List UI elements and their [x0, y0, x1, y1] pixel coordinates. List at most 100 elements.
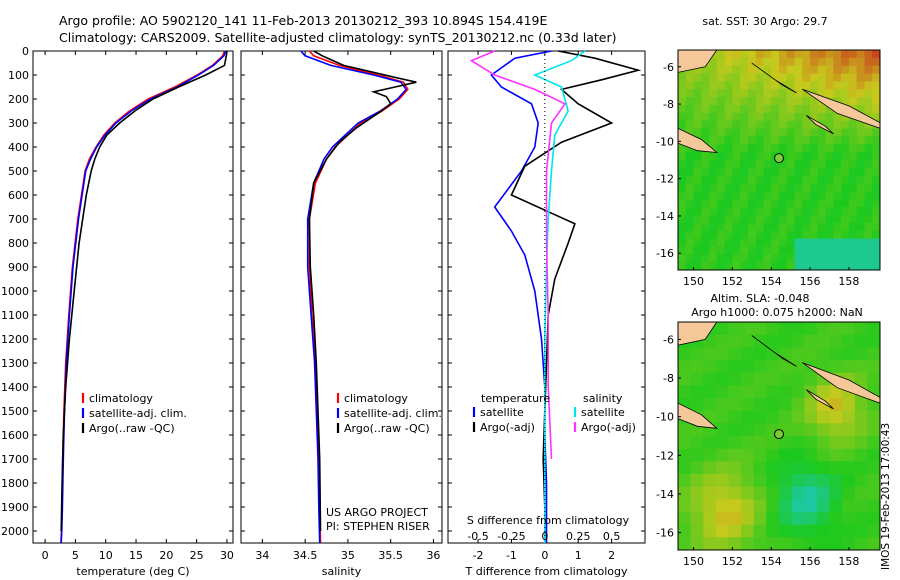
sst-map-cell — [724, 254, 733, 263]
y-tick-label: 900 — [8, 261, 29, 274]
sst-map-cell — [841, 65, 850, 75]
sst-map-cell — [732, 215, 741, 224]
sst-map-cell — [864, 50, 873, 59]
sla-map-y-tick-label: -12 — [656, 449, 674, 462]
sst-map-cell — [732, 175, 741, 185]
sst-map-cell — [825, 238, 834, 248]
sst-map-cell — [872, 89, 880, 98]
sst-map-cell — [794, 136, 803, 145]
sst-map-cell — [709, 191, 718, 200]
sla-map-cell — [690, 524, 704, 538]
sst-map-cell — [786, 128, 796, 138]
sla-map-y-tick-label: -6 — [663, 333, 674, 346]
sla-map-cell — [842, 398, 856, 412]
sla-map-cell — [804, 423, 818, 437]
sla-map-cell — [804, 322, 818, 336]
sla-map-cell — [728, 499, 742, 513]
sla-map-cell — [753, 474, 767, 488]
sla-map-cell — [728, 436, 742, 450]
sla-map-cell — [728, 486, 742, 500]
sst-map-cell — [825, 65, 834, 75]
sla-map-cell — [741, 436, 755, 450]
sst-map-cell — [794, 246, 803, 255]
y-tick-label: 1200 — [1, 333, 29, 346]
sst-map-cell — [771, 57, 780, 67]
sst-map-cell — [732, 136, 741, 145]
y-tick-label: 1600 — [1, 429, 29, 442]
sla-map-cell — [867, 410, 880, 424]
sla-map-cell — [842, 334, 856, 348]
sst-map-cell — [864, 120, 873, 130]
sst-map-cell — [794, 89, 803, 98]
sst-map-cell — [856, 120, 866, 130]
sst-map-cell — [833, 215, 842, 224]
sst-map-cell — [779, 50, 788, 59]
sst-map-cell — [701, 215, 710, 224]
sst-map-cell — [740, 207, 749, 216]
sla-map-cell — [678, 360, 692, 374]
y-tick-label: 1300 — [1, 357, 29, 370]
sla-map-cell — [779, 334, 793, 348]
sst-map-cell — [740, 73, 749, 83]
sla-map-cell — [753, 486, 767, 500]
sst-map-cell — [685, 254, 695, 263]
sst-map-cell — [732, 222, 741, 232]
sst-map-cell — [716, 167, 726, 177]
sst-map-cell — [817, 262, 827, 270]
sst-map-cell — [794, 152, 803, 161]
sst-map-cell — [716, 120, 726, 130]
difference-sal-legend-label: Argo(-adj) — [581, 421, 636, 434]
sst-map-cell — [740, 160, 749, 169]
sst-map-cell — [786, 144, 796, 153]
difference-x-axis-label: T difference from climatology — [465, 565, 628, 578]
sst-map-cell — [771, 136, 780, 145]
sst-map-cell — [693, 167, 702, 177]
sst-map-y-tick-label: -14 — [656, 210, 674, 223]
sla-map-cell — [690, 385, 704, 399]
sst-map-cell — [709, 238, 718, 248]
sst-map-cell — [740, 215, 749, 224]
sst-map-cell — [763, 105, 772, 114]
sst-map-cell — [872, 207, 880, 216]
sla-map-cell — [791, 537, 805, 550]
sst-map-cell — [779, 136, 788, 145]
sst-map-cell — [678, 89, 687, 98]
sst-map-cell — [771, 215, 780, 224]
temperature-x-tick-label: 20 — [159, 549, 173, 562]
sst-map-cell — [786, 207, 796, 216]
sst-map-cell — [872, 144, 880, 153]
sst-map-cell — [771, 238, 780, 248]
sla-map-cell — [791, 385, 805, 399]
sst-map-cell — [779, 191, 788, 200]
sst-map-cell — [841, 246, 850, 255]
sst-map-cell — [724, 152, 733, 161]
sst-map-cell — [716, 262, 726, 270]
sst-map-cell — [810, 136, 819, 145]
sst-map-cell — [872, 183, 880, 193]
sla-map-cell — [804, 410, 818, 424]
sst-map-cell — [864, 254, 873, 263]
sla-map-y-tick-label: -16 — [656, 527, 674, 540]
sst-map-cell — [732, 238, 741, 248]
sst-map-cell — [810, 73, 819, 83]
sst-map-cell — [779, 215, 788, 224]
sst-map-cell — [817, 160, 827, 169]
sst-map-cell — [747, 262, 757, 270]
sla-map-cell — [715, 334, 730, 348]
sla-map-cell — [741, 423, 755, 437]
sla-map-frame — [677, 321, 881, 551]
sst-map-cell — [693, 246, 702, 255]
sla-map-cell — [779, 524, 793, 538]
sst-map-cell — [794, 167, 803, 177]
sla-map-cell — [804, 486, 818, 500]
sst-map-cell — [747, 105, 757, 114]
sst-map-cell — [740, 50, 749, 59]
sst-map-cell — [802, 81, 811, 90]
sst-map-cell — [833, 73, 842, 83]
sst-map-cell — [685, 222, 695, 232]
sla-map-cell — [753, 524, 767, 538]
sst-map-cell — [724, 128, 733, 138]
sst-map-cell — [802, 120, 811, 130]
sst-map-cell — [779, 207, 788, 216]
sst-map-cell — [786, 183, 796, 193]
